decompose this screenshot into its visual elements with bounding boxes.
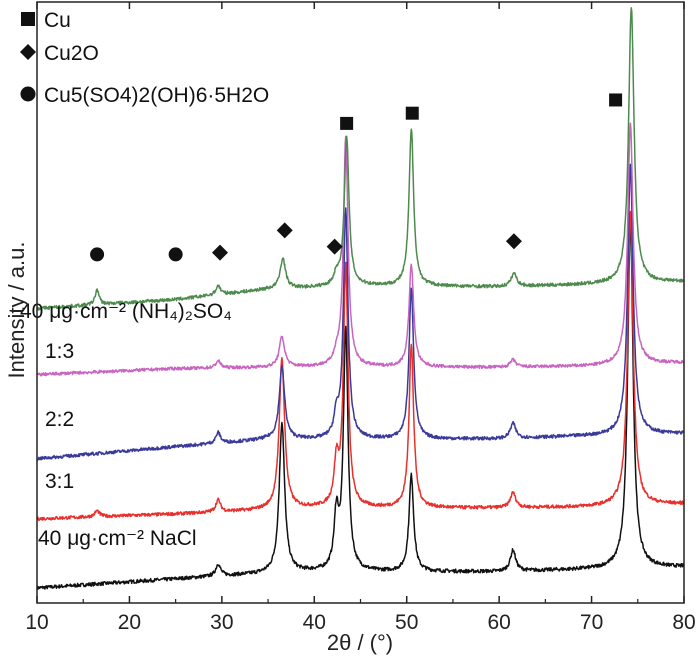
legend-marker-circle [20,86,36,102]
series-label-3-1: 3:1 [45,470,74,493]
x-tick-label-2: 30 [210,611,233,634]
x-tick-label-1: 20 [118,611,141,634]
series-line-0 [36,218,685,590]
phase-marker-sulfate-1 [168,247,183,262]
legend-label-cu: Cu [44,9,71,32]
phase-marker-cu2o-2 [212,244,229,261]
legend: Cu Cu2O Cu5(SO4)2(OH)6·5H2O [20,9,269,107]
phase-marker-cu2o-3 [276,222,293,239]
y-axis-title: Intensity / a.u. [4,242,29,379]
legend-marker-square [21,12,35,26]
phase-marker-cu2o-7 [505,233,522,250]
phase-marker-sulfate-0 [90,247,105,262]
x-tick-label-7: 80 [672,611,695,634]
series-label-nacl: 40 μg·cm⁻² NaCl [38,527,197,550]
phase-marker-cu2o-4 [326,238,343,255]
legend-marker-diamond [20,44,36,60]
legend-label-basic-sulfate: Cu5(SO4)2(OH)6·5H2O [44,84,269,107]
series-line-4 [36,7,685,311]
series-line-2 [36,163,685,461]
phase-marker-cu-6 [405,106,419,120]
legend-label-cu2o: Cu2O [44,42,99,65]
x-axis-title: 2θ / (°) [327,630,393,655]
phase-marker-cu-5 [340,116,354,130]
series-line-3 [36,122,685,377]
series-label-2-2: 2:2 [45,408,74,431]
x-tick-label-0: 10 [25,611,48,634]
x-tick-label-3: 40 [303,611,326,634]
x-tick-label-4: 50 [395,611,418,634]
series-line-1 [36,210,685,522]
x-tick-label-5: 60 [487,611,510,634]
x-tick-label-6: 70 [580,611,603,634]
phase-marker-cu-8 [609,93,623,107]
series-label-nh4so4: 40 μg·cm⁻² (NH₄)₂SO₄ [20,300,232,323]
series-label-nh4so4-text: 40 μg·cm⁻² (NH₄)₂SO₄ [20,300,232,323]
series-label-1-3: 1:3 [45,340,74,363]
